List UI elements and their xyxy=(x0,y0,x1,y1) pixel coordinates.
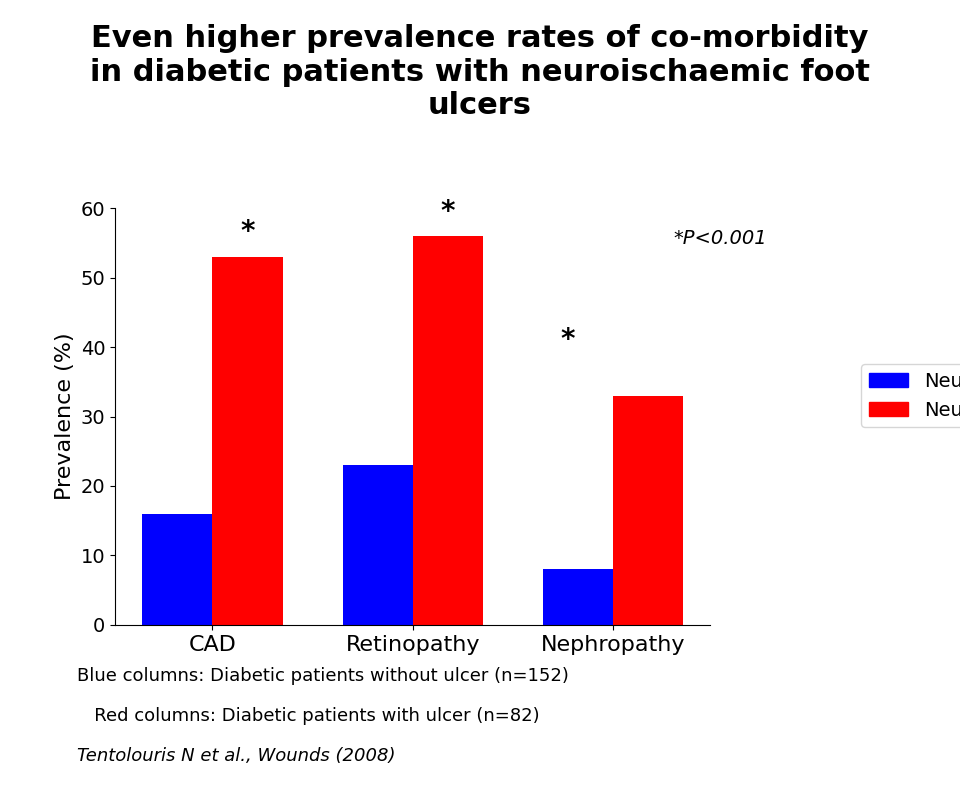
Text: Even higher prevalence rates of co-morbidity
in diabetic patients with neuroisch: Even higher prevalence rates of co-morbi… xyxy=(90,24,870,120)
Text: *: * xyxy=(240,219,254,247)
Text: Tentolouris N et al., Wounds (2008): Tentolouris N et al., Wounds (2008) xyxy=(77,747,396,765)
Bar xyxy=(142,513,212,625)
Bar xyxy=(212,257,282,625)
Bar xyxy=(413,236,483,625)
Bar xyxy=(543,570,613,625)
Text: Blue columns: Diabetic patients without ulcer (n=152): Blue columns: Diabetic patients without … xyxy=(77,667,568,685)
Text: *: * xyxy=(561,326,575,354)
Text: Red columns: Diabetic patients with ulcer (n=82): Red columns: Diabetic patients with ulce… xyxy=(77,707,540,725)
Bar xyxy=(613,396,684,625)
Y-axis label: Prevalence (%): Prevalence (%) xyxy=(55,332,75,501)
Text: *: * xyxy=(441,198,455,226)
Bar xyxy=(343,465,413,625)
Legend: Neuropathic, Neuroischaemic: Neuropathic, Neuroischaemic xyxy=(861,364,960,427)
Text: *P<0.001: *P<0.001 xyxy=(673,229,767,248)
